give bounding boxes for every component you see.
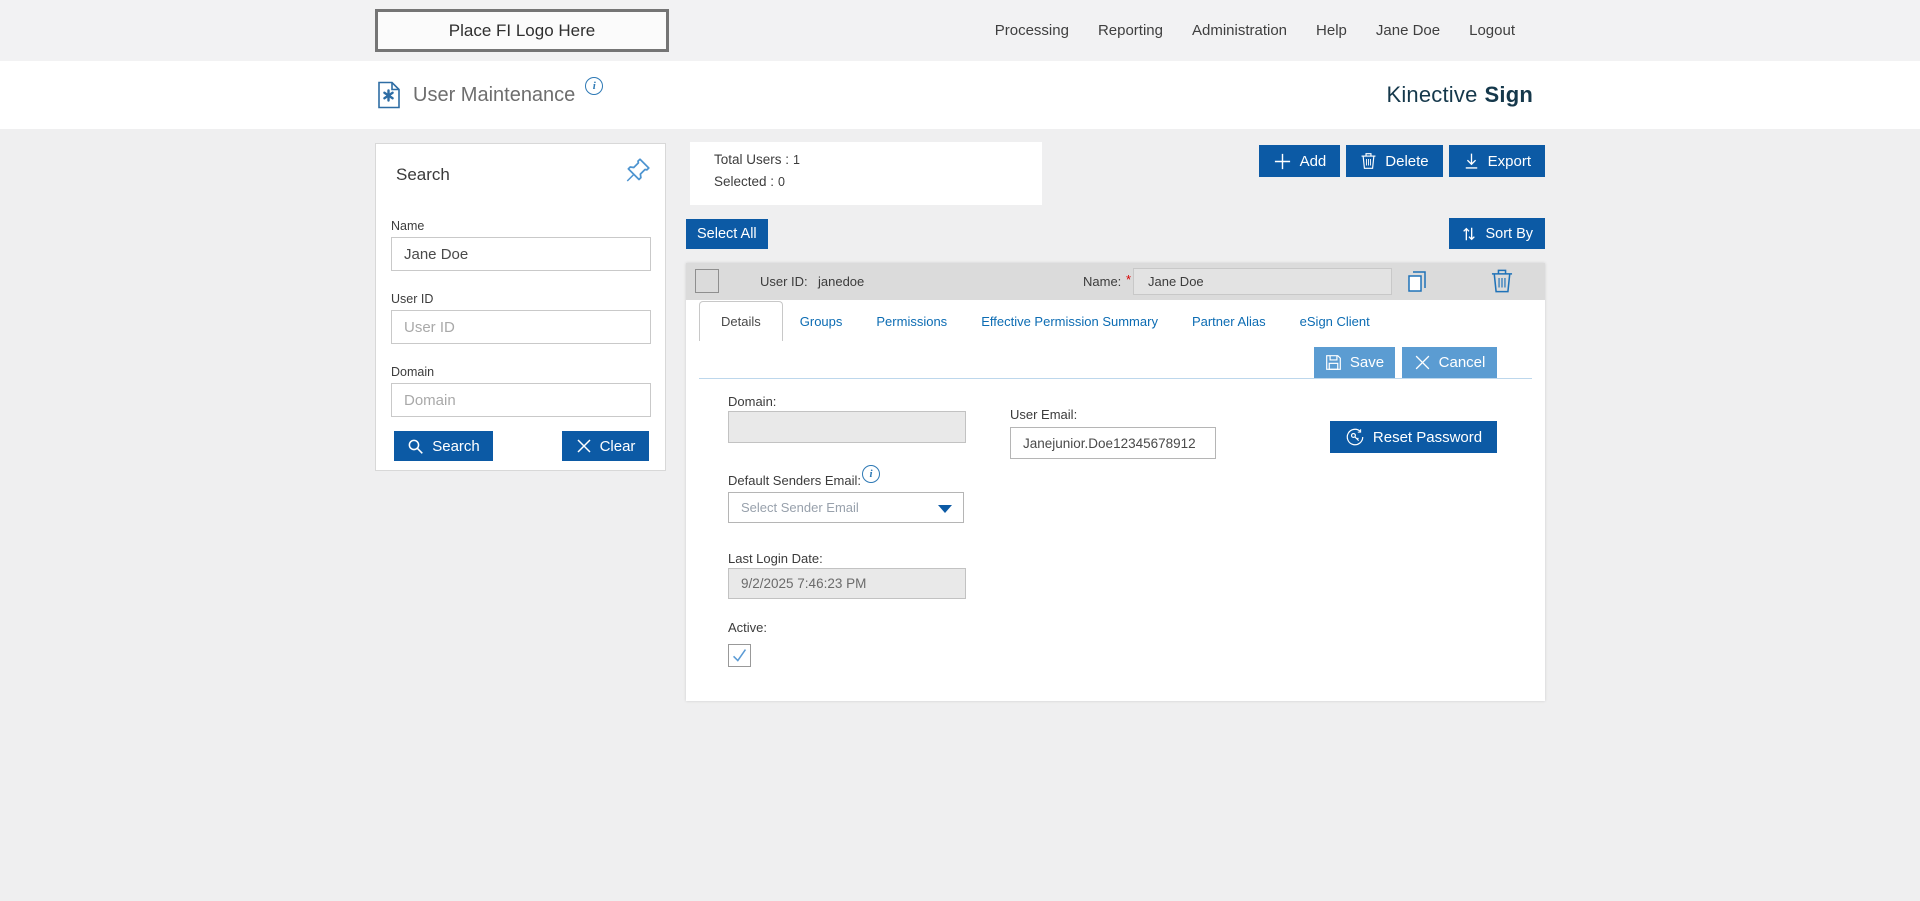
add-button-label: Add [1299, 152, 1327, 170]
reset-password-label: Reset Password [1372, 428, 1483, 446]
active-checkbox[interactable] [728, 644, 751, 667]
total-users-label: Total Users : [714, 152, 790, 167]
page-info-icon[interactable]: i [585, 77, 604, 95]
topbar: Place FI Logo Here Processing Reporting … [0, 0, 1920, 61]
top-navigation: Processing Reporting Administration Help… [995, 0, 1515, 61]
summary-box: Total Users :1 Selected :0 [690, 142, 1042, 205]
cancel-button-label: Cancel [1438, 354, 1486, 371]
nav-item-user[interactable]: Jane Doe [1375, 22, 1441, 39]
nav-item-help[interactable]: Help [1316, 22, 1347, 39]
checkmark-icon [733, 649, 747, 662]
user-maintenance-doc-icon [377, 81, 401, 109]
name-label: Name: [1083, 274, 1122, 289]
reset-password-button[interactable]: Reset Password [1330, 421, 1497, 453]
search-panel: Search Name User ID Domain Search [375, 143, 666, 471]
tab-partner-alias[interactable]: Partner Alias [1191, 313, 1266, 329]
page-title: User Maintenance [413, 83, 576, 106]
delete-button[interactable]: Delete [1346, 145, 1443, 177]
delete-user-icon[interactable] [1490, 268, 1514, 294]
active-label: Active: [728, 620, 768, 635]
clear-x-icon [576, 438, 592, 454]
selected-label: Selected : [714, 174, 775, 189]
cancel-x-icon [1414, 354, 1431, 371]
add-button[interactable]: Add [1258, 145, 1341, 177]
form-user-email-label: User Email: [1010, 407, 1078, 422]
export-button[interactable]: Export [1448, 145, 1545, 177]
nav-item-administration[interactable]: Administration [1191, 22, 1288, 39]
save-button[interactable]: Save [1314, 347, 1395, 378]
tab-esign-client[interactable]: eSign Client [1299, 313, 1370, 329]
copy-user-icon[interactable] [1404, 268, 1430, 295]
search-icon [407, 438, 424, 455]
name-value: Jane Doe [1148, 274, 1204, 289]
last-login-value-field: 9/2/2025 7:46:23 PM [728, 568, 966, 599]
required-asterisk: * [1126, 272, 1132, 287]
nav-item-processing[interactable]: Processing [994, 22, 1069, 39]
tab-permissions[interactable]: Permissions [876, 313, 948, 329]
pin-icon[interactable] [623, 155, 653, 185]
sort-by-button-label: Sort By [1485, 225, 1533, 242]
reset-key-icon [1345, 427, 1365, 447]
brand-name: Kinective [1386, 82, 1478, 107]
detail-tabs: Details Groups Permissions Effective Per… [699, 301, 1387, 341]
default-senders-info-icon[interactable]: i [862, 465, 880, 483]
user-id-field-label: User ID [391, 292, 434, 306]
tab-details[interactable]: Details [699, 301, 783, 341]
clear-button-label: Clear [599, 437, 636, 455]
save-button-label: Save [1349, 354, 1385, 371]
form-user-email-input[interactable] [1010, 427, 1216, 459]
domain-search-input[interactable] [391, 383, 651, 417]
last-login-value: 9/2/2025 7:46:23 PM [741, 576, 867, 591]
chevron-down-icon [938, 505, 952, 513]
form-domain-label: Domain: [728, 394, 777, 409]
last-login-label: Last Login Date: [728, 551, 823, 566]
kinective-sign-logo: Kinective Sign [1386, 61, 1533, 129]
total-users-line: Total Users :1 [714, 152, 1042, 167]
plus-icon [1273, 152, 1292, 171]
cancel-button[interactable]: Cancel [1402, 347, 1497, 378]
search-button[interactable]: Search [394, 431, 493, 461]
trash-icon [1360, 152, 1377, 170]
selected-value: 0 [778, 175, 785, 189]
user-id-label: User ID: [760, 274, 808, 289]
save-cancel-row: Save Cancel [1314, 347, 1497, 378]
list-action-buttons: Add Delete Export [1258, 145, 1545, 177]
form-domain-input [728, 411, 966, 443]
fi-logo-placeholder: Place FI Logo Here [375, 9, 669, 52]
total-users-value: 1 [793, 153, 800, 167]
default-senders-label: Default Senders Email: [728, 473, 861, 488]
name-value-field[interactable]: Jane Doe [1133, 268, 1392, 295]
nav-item-logout[interactable]: Logout [1469, 22, 1515, 39]
name-search-input[interactable] [391, 237, 651, 271]
search-button-label: Search [432, 437, 480, 455]
fi-logo-text: Place FI Logo Here [448, 20, 596, 40]
selected-line: Selected :0 [714, 174, 1042, 189]
sender-email-dropdown-placeholder: Select Sender Email [741, 500, 859, 515]
user-row: User ID: janedoe Name: * Jane Doe [686, 263, 1545, 300]
download-icon [1463, 152, 1480, 170]
clear-button[interactable]: Clear [562, 431, 649, 461]
form-divider [699, 378, 1532, 379]
user-id-search-input[interactable] [391, 310, 651, 344]
tab-effective-permission-summary[interactable]: Effective Permission Summary [981, 313, 1158, 329]
select-all-button[interactable]: Select All [686, 219, 768, 249]
sort-arrows-icon [1461, 225, 1477, 243]
page-header: User Maintenance i Kinective Sign [0, 61, 1920, 129]
delete-button-label: Delete [1385, 152, 1429, 170]
user-detail-card: User ID: janedoe Name: * Jane Doe [686, 263, 1545, 701]
export-button-label: Export [1487, 152, 1531, 170]
user-id-value: janedoe [818, 274, 865, 289]
domain-field-label: Domain [391, 365, 435, 379]
select-all-button-label: Select All [697, 226, 757, 242]
sort-by-button[interactable]: Sort By [1449, 218, 1545, 249]
name-field-label: Name [391, 219, 425, 233]
save-floppy-icon [1325, 354, 1342, 371]
nav-item-reporting[interactable]: Reporting [1097, 22, 1163, 39]
user-row-checkbox[interactable] [695, 269, 719, 293]
sender-email-dropdown[interactable]: Select Sender Email [728, 492, 964, 523]
search-panel-title: Search [396, 165, 450, 184]
brand-suffix: Sign [1484, 82, 1533, 107]
tab-groups[interactable]: Groups [799, 313, 843, 329]
